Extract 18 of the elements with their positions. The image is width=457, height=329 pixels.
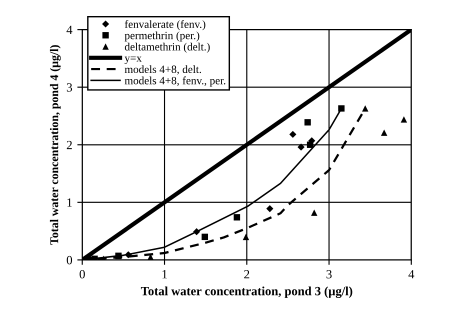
y-tick-label: 0 <box>66 256 72 264</box>
legend-label: fenvalerate (fenv.) <box>124 20 206 30</box>
x-tick-label: 3 <box>326 270 332 278</box>
x-tick-label: 4 <box>408 270 414 278</box>
legend-label: models 4+8, delt. <box>124 65 201 75</box>
y-tick-label: 4 <box>66 26 72 34</box>
x-tick-label: 2 <box>244 270 250 278</box>
x-tick-label: 0 <box>80 270 85 278</box>
y-axis-title: Total water concentration, pond 4 (µg/l) <box>50 45 61 245</box>
legend-label: y=x <box>124 56 142 64</box>
y-tick-label: 3 <box>66 83 72 92</box>
x-tick-label: 1 <box>162 270 167 278</box>
y-tick-label: 2 <box>66 140 72 150</box>
legend-label: deltamethrin (delt.) <box>124 42 210 53</box>
x-axis-title: Total water concentration, pond 3 (µg/l) <box>140 286 352 298</box>
legend-label: models 4+8, fenv., per. <box>124 76 226 87</box>
legend-label: permethrin (per.) <box>124 31 200 42</box>
y-tick-label: 1 <box>67 198 72 207</box>
